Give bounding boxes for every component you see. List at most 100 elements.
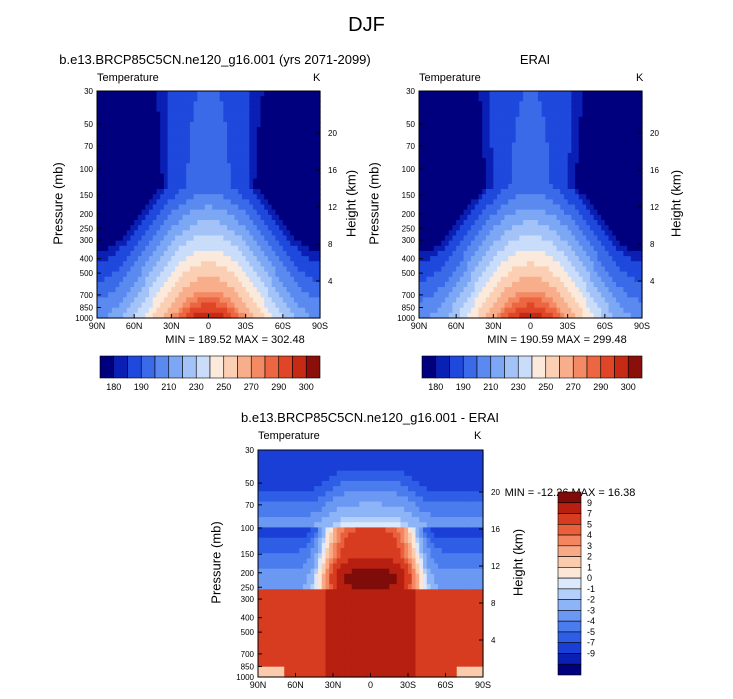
field-cell — [111, 235, 117, 242]
field-cell — [275, 245, 280, 252]
field-cell — [130, 307, 135, 314]
field-cell — [589, 96, 595, 102]
field-cell — [549, 106, 554, 113]
field-cell — [437, 209, 442, 216]
field-cell — [152, 261, 158, 268]
field-cell — [282, 276, 288, 283]
field-cell — [130, 152, 135, 159]
field-cell — [223, 292, 228, 298]
field-cell — [111, 276, 117, 283]
field-cell — [316, 189, 321, 195]
field-cell — [137, 132, 143, 139]
field-cell — [130, 235, 135, 242]
field-cell — [264, 152, 269, 159]
field-cell — [264, 245, 269, 252]
field-cell — [485, 225, 491, 231]
field-cell — [593, 204, 598, 211]
field-cell — [212, 96, 217, 102]
field-cell — [204, 266, 210, 273]
field-cell — [422, 240, 428, 247]
field-cell — [463, 189, 468, 195]
field-cell — [253, 111, 258, 118]
field-cell — [156, 230, 161, 237]
field-cell — [316, 137, 321, 144]
field-cell — [204, 261, 210, 268]
field-cell — [471, 292, 476, 298]
field-cell — [123, 121, 128, 128]
field-cell — [316, 266, 321, 273]
field-cell — [422, 307, 428, 314]
field-cell — [463, 111, 468, 118]
field-cell — [241, 250, 247, 257]
field-cell — [526, 147, 532, 154]
field-cell — [238, 214, 243, 221]
field-cell — [238, 173, 243, 180]
field-cell — [541, 250, 546, 257]
field-cell — [586, 297, 591, 304]
field-cell — [519, 189, 524, 195]
field-cell — [282, 111, 288, 118]
field-cell — [597, 199, 602, 206]
field-cell — [134, 91, 139, 97]
field-cell — [100, 307, 106, 314]
field-cell — [212, 204, 217, 211]
field-cell — [523, 163, 528, 169]
field-cell — [108, 132, 113, 139]
field-cell — [563, 173, 569, 180]
field-cell — [108, 235, 113, 242]
field-cell — [219, 256, 224, 262]
field-cell — [149, 194, 154, 200]
field-cell — [134, 225, 139, 231]
y-right-tick-label: 16 — [328, 166, 337, 175]
field-cell — [249, 106, 254, 113]
field-cell — [193, 266, 198, 273]
field-cell — [134, 189, 139, 195]
field-cell — [189, 281, 195, 288]
field-cell — [549, 214, 554, 221]
field-cell — [119, 158, 124, 164]
field-cell — [238, 101, 243, 108]
field-cell — [264, 116, 269, 123]
field-cell — [219, 281, 224, 288]
field-cell — [582, 106, 587, 113]
field-cell — [197, 101, 202, 108]
field-cell — [530, 225, 535, 231]
field-cell — [275, 261, 280, 268]
field-cell — [312, 312, 317, 319]
field-cell — [267, 91, 273, 97]
field-cell — [286, 281, 291, 288]
field-cell — [156, 91, 161, 97]
field-cell — [197, 121, 202, 128]
field-cell — [234, 168, 239, 175]
field-cell — [293, 142, 299, 149]
field-cell — [156, 245, 161, 252]
field-cell — [530, 168, 535, 175]
field-cell — [282, 250, 288, 257]
field-cell — [160, 132, 165, 139]
field-cell — [601, 307, 606, 314]
field-cell — [308, 214, 314, 221]
field-cell — [500, 96, 506, 102]
field-cell — [534, 91, 539, 97]
field-cell — [452, 132, 457, 139]
field-cell — [556, 287, 561, 293]
field-cell — [586, 127, 591, 133]
field-cell — [545, 302, 550, 309]
field-cell — [249, 312, 254, 319]
field-cell — [537, 245, 543, 252]
field-cell — [563, 204, 569, 211]
field-cell — [312, 256, 317, 262]
field-cell — [208, 225, 213, 231]
field-cell — [515, 101, 520, 108]
field-cell — [253, 230, 258, 237]
field-cell — [175, 292, 180, 298]
field-cell — [301, 292, 306, 298]
field-cell — [260, 287, 265, 293]
field-cell — [245, 178, 250, 185]
field-cell — [474, 106, 480, 113]
field-cell — [219, 127, 224, 133]
field-cell — [178, 297, 184, 304]
field-cell — [123, 214, 128, 221]
field-cell — [312, 281, 317, 288]
field-cell — [212, 225, 217, 231]
